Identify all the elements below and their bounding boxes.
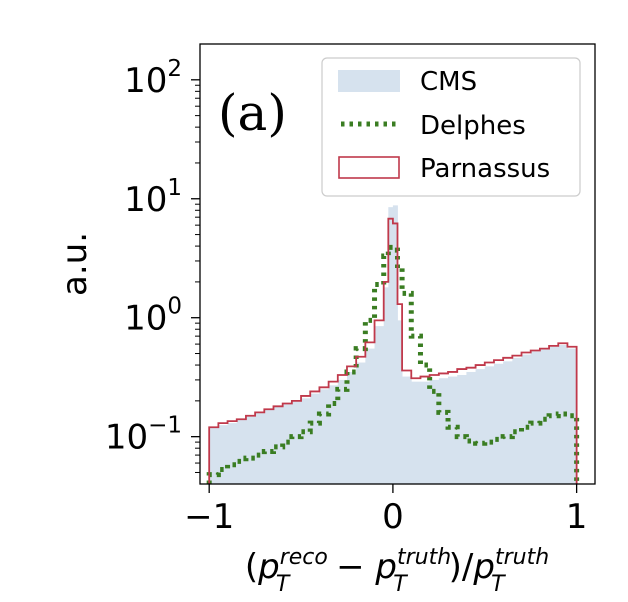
cms-bar bbox=[484, 366, 495, 484]
cms-bar bbox=[356, 362, 366, 484]
cms-bar bbox=[558, 344, 568, 484]
parnassus-histogram bbox=[208, 217, 578, 484]
x-axis: −1 0 1 bbox=[184, 484, 587, 537]
legend: CMS Delphes Parnassus bbox=[321, 57, 581, 197]
cms-bar bbox=[337, 379, 348, 484]
cms-bar bbox=[512, 357, 522, 484]
legend-label-parnassus: Parnassus bbox=[420, 154, 550, 184]
cms-histogram bbox=[209, 205, 578, 484]
cms-bar bbox=[457, 374, 467, 484]
y-tick-label: 102 bbox=[124, 56, 182, 101]
cms-bar bbox=[493, 363, 504, 484]
cms-bar bbox=[273, 406, 284, 484]
plot-frame bbox=[199, 43, 596, 485]
y-tick-label: 10−1 bbox=[105, 413, 182, 458]
cms-bar bbox=[549, 346, 559, 484]
cms-bar bbox=[411, 381, 421, 484]
cms-bar bbox=[438, 378, 449, 484]
cms-bar bbox=[392, 205, 398, 484]
cms-bar bbox=[245, 415, 256, 484]
delphes-histogram bbox=[206, 244, 580, 484]
cms-bar bbox=[448, 376, 458, 484]
legend-swatch-cms bbox=[338, 70, 400, 92]
parnassus-line bbox=[208, 217, 578, 484]
legend-label-delphes: Delphes bbox=[420, 111, 526, 141]
y-tick-label: 101 bbox=[124, 175, 182, 220]
cms-bar bbox=[301, 398, 311, 484]
plot-area bbox=[199, 43, 596, 485]
cms-bar bbox=[475, 369, 486, 484]
x-tick-label: 1 bbox=[566, 497, 588, 537]
cms-bar bbox=[209, 427, 219, 484]
cms-bar bbox=[346, 371, 357, 484]
cms-bar bbox=[402, 376, 412, 484]
x-axis-label: (preco T − ptruth T)/ptruth T bbox=[245, 545, 549, 597]
cms-bar bbox=[310, 393, 320, 484]
cms-bar bbox=[236, 419, 247, 484]
y-axis-label: a.u. bbox=[55, 232, 95, 296]
cms-bar bbox=[521, 354, 532, 484]
y-axis: 10−1 100 101 102 bbox=[105, 56, 200, 473]
cms-bar bbox=[264, 409, 274, 484]
cms-bar bbox=[466, 371, 476, 484]
cms-bar bbox=[218, 425, 228, 484]
cms-bar bbox=[383, 287, 389, 484]
cms-bar bbox=[388, 207, 394, 484]
legend-label-cms: CMS bbox=[420, 67, 477, 97]
panel-label: (a) bbox=[218, 84, 287, 142]
cms-bar bbox=[530, 351, 541, 484]
cms-bar bbox=[291, 400, 302, 484]
cms-bar bbox=[227, 423, 238, 484]
cms-bar bbox=[328, 385, 339, 484]
legend-frame bbox=[321, 57, 581, 197]
legend-swatch-parnassus bbox=[338, 156, 400, 179]
cms-bar bbox=[319, 389, 330, 484]
cms-bar bbox=[503, 361, 513, 484]
x-tick-label: −1 bbox=[184, 497, 234, 537]
delphes-line bbox=[206, 244, 580, 484]
cms-bar bbox=[365, 348, 375, 484]
y-tick-label: 100 bbox=[124, 294, 182, 339]
cms-bar bbox=[397, 320, 403, 484]
x-tick-label: 0 bbox=[382, 497, 404, 537]
cms-bar bbox=[420, 381, 431, 484]
cms-bar bbox=[429, 379, 440, 484]
cms-bar bbox=[539, 349, 550, 484]
cms-bar bbox=[374, 326, 385, 484]
cms-bar bbox=[255, 412, 265, 484]
